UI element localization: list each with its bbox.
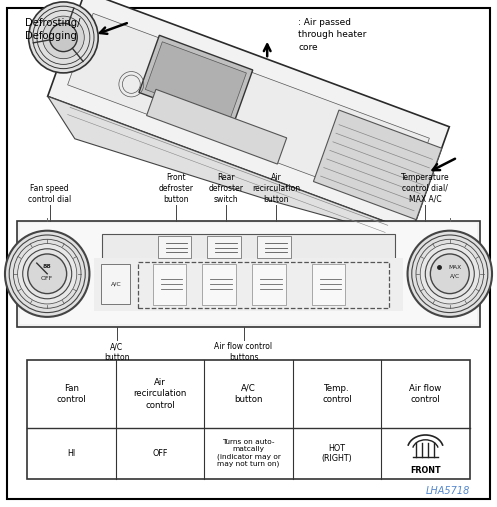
Polygon shape [145,42,247,121]
Circle shape [29,2,98,73]
Text: Temp.
control: Temp. control [322,384,352,404]
Circle shape [43,16,84,59]
Circle shape [408,231,492,317]
Text: Air
recirculation
button: Air recirculation button [252,172,300,204]
Polygon shape [314,110,442,220]
Circle shape [28,254,67,294]
Text: Air
recirculation
control: Air recirculation control [133,378,187,410]
Polygon shape [48,0,449,232]
Circle shape [420,244,479,304]
Circle shape [430,254,469,294]
FancyBboxPatch shape [153,264,186,305]
Polygon shape [139,35,253,127]
FancyBboxPatch shape [101,264,130,304]
Text: MAX: MAX [448,265,461,270]
Text: : Air passed
through heater
core: : Air passed through heater core [298,18,367,52]
Polygon shape [147,89,287,164]
Text: A/C
button: A/C button [104,342,130,363]
Text: 88: 88 [43,264,52,269]
Text: Air flow control
buttons: Air flow control buttons [215,342,272,363]
FancyBboxPatch shape [17,221,480,327]
FancyBboxPatch shape [252,264,286,305]
Text: FRONT: FRONT [410,466,441,475]
Text: Turns on auto-
matcally
(indicator may or
may not turn on): Turns on auto- matcally (indicator may o… [217,440,280,467]
Text: A/C: A/C [111,282,122,286]
FancyBboxPatch shape [202,264,236,305]
FancyBboxPatch shape [102,234,395,260]
Text: OFF: OFF [153,449,167,458]
Circle shape [23,249,72,299]
FancyBboxPatch shape [158,236,191,258]
Text: Fan speed
control dial: Fan speed control dial [28,184,72,204]
Text: Air flow
control: Air flow control [410,384,441,404]
FancyBboxPatch shape [27,360,470,479]
Text: Defrosting/
Defogging: Defrosting/ Defogging [25,18,81,41]
FancyBboxPatch shape [7,8,490,499]
Circle shape [50,23,78,52]
Text: OFF: OFF [41,276,53,281]
FancyBboxPatch shape [312,264,345,305]
Circle shape [18,244,77,304]
Text: A/C
button: A/C button [234,384,263,404]
Text: Temperature
control dial/
MAX A/C: Temperature control dial/ MAX A/C [401,172,449,204]
FancyBboxPatch shape [94,258,403,311]
FancyBboxPatch shape [20,223,477,324]
Text: HI: HI [68,449,76,458]
Text: HOT
(RIGHT): HOT (RIGHT) [322,444,352,463]
Polygon shape [68,13,429,210]
Text: A/C: A/C [450,274,460,279]
FancyBboxPatch shape [207,236,241,258]
Text: Front
defroster
button: Front defroster button [159,172,194,204]
FancyBboxPatch shape [257,236,291,258]
Polygon shape [48,96,412,232]
Text: Rear
defroster
switch: Rear defroster switch [209,172,244,204]
Text: Fan
control: Fan control [57,384,86,404]
Circle shape [425,249,474,299]
Circle shape [5,231,89,317]
Text: LHA5718: LHA5718 [425,486,470,496]
